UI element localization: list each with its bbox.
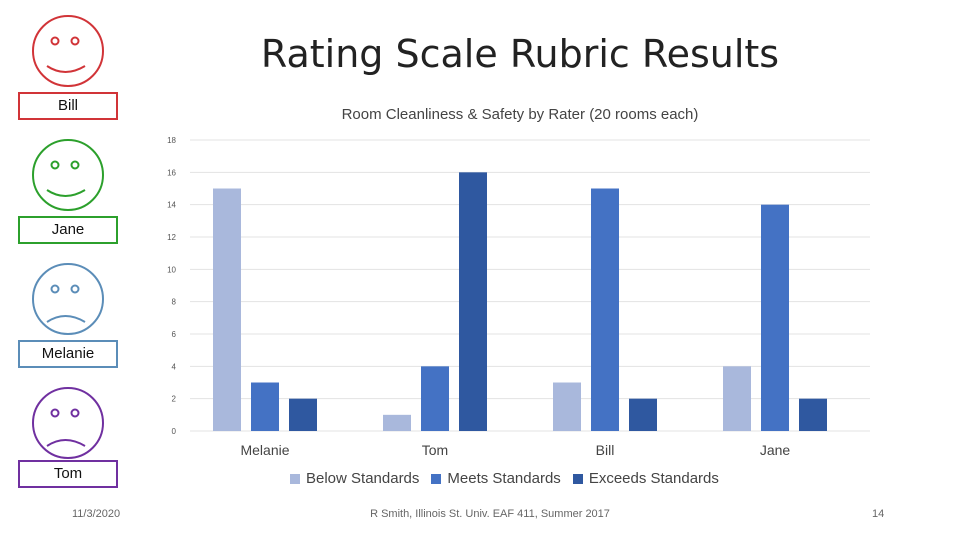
bar-exceeds-standards-melanie <box>289 398 317 431</box>
y-tick-label: 8 <box>172 298 177 307</box>
legend-item-below: Below Standards <box>290 470 419 487</box>
y-tick-label: 18 <box>167 136 176 145</box>
legend-swatch <box>572 473 583 484</box>
rater-name-melanie: Melanie <box>18 340 118 368</box>
y-tick-label: 10 <box>167 265 176 274</box>
footer-credit: R Smith, Illinois St. Univ. EAF 411, Sum… <box>370 508 610 520</box>
page-number: 14 <box>872 508 885 520</box>
legend-label: Below Standards <box>306 470 420 487</box>
legend-swatch <box>290 473 300 484</box>
y-tick-label: 2 <box>172 395 177 404</box>
bar-meets-standards-bill <box>591 188 619 431</box>
bar-meets-standards-jane <box>761 204 789 431</box>
x-tick-label: Jane <box>760 442 791 458</box>
bar-exceeds-standards-tom <box>459 172 487 432</box>
footer-date: 11/3/2020 <box>72 508 121 520</box>
bar-below-standards-jane <box>723 366 751 431</box>
bar-chart: 0 2 4 6 8 10 12 14 16 18 Melanie Tom Bill Jane <box>167 136 870 458</box>
legend-item-exceeds: Exceeds Standards <box>572 470 719 487</box>
smiley-face-icon <box>32 139 104 211</box>
legend-label: Exceeds Standards <box>588 470 719 487</box>
x-tick-label: Bill <box>596 442 615 458</box>
x-tick-label: Tom <box>422 442 448 458</box>
legend-swatch <box>431 473 442 484</box>
bar-meets-standards-tom <box>421 366 449 431</box>
frowning-face-icon <box>32 387 104 459</box>
rater-name-bill: Bill <box>18 92 118 120</box>
y-tick-label: 0 <box>172 427 177 436</box>
y-tick-label: 12 <box>167 233 176 242</box>
y-tick-label: 4 <box>172 362 177 371</box>
rater-name-tom: Tom <box>18 460 118 488</box>
y-tick-label: 14 <box>167 201 176 210</box>
chart-title: Room Cleanliness & Safety by Rater (20 r… <box>341 106 699 123</box>
bar-meets-standards-melanie <box>251 382 279 431</box>
bar-below-standards-melanie <box>213 188 241 431</box>
y-tick-label: 16 <box>167 168 176 177</box>
frowning-face-icon <box>32 263 104 335</box>
x-tick-label: Melanie <box>240 442 289 458</box>
rater-name-jane: Jane <box>18 216 118 244</box>
bar-below-standards-tom <box>383 414 411 431</box>
bar-exceeds-standards-bill <box>629 398 657 431</box>
chart-legend: Below Standards Meets Standards Exceeds … <box>290 470 719 487</box>
smiley-face-icon <box>32 15 104 87</box>
bar-exceeds-standards-jane <box>799 398 827 431</box>
y-tick-label: 6 <box>172 330 177 339</box>
legend-label: Meets Standards <box>447 470 561 487</box>
bar-below-standards-bill <box>553 382 581 431</box>
slide-title: Rating Scale Rubric Results <box>260 32 780 76</box>
legend-item-meets: Meets Standards <box>431 470 561 487</box>
